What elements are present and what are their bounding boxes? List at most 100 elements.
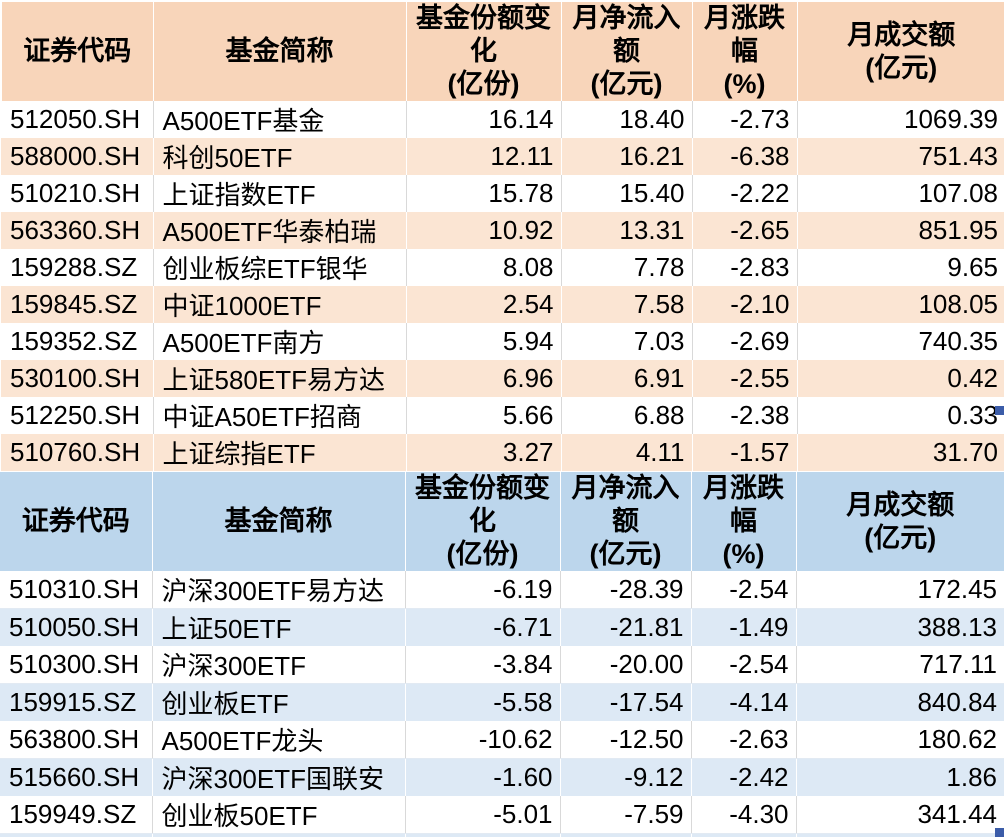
cell-monthly-turnover[interactable]: 851.95: [797, 212, 1004, 249]
cell-net-inflow[interactable]: -5.71: [560, 833, 692, 837]
cell-security-code[interactable]: 530100.SH: [1, 360, 154, 397]
cell-share-change[interactable]: -1.60: [405, 758, 561, 796]
cell-monthly-turnover[interactable]: 31.70: [797, 434, 1004, 471]
header-security-code[interactable]: 证券代码: [0, 472, 153, 571]
cell-net-inflow[interactable]: -28.39: [560, 571, 692, 609]
cell-monthly-turnover[interactable]: 1069.39: [797, 101, 1004, 138]
cell-share-change[interactable]: -4.80: [405, 833, 561, 837]
cell-security-code[interactable]: 159352.SZ: [1, 323, 154, 360]
cell-share-change[interactable]: -10.62: [405, 721, 561, 759]
cell-monthly-change[interactable]: -4.14: [691, 683, 797, 721]
cell-share-change[interactable]: 12.11: [406, 138, 562, 175]
cell-share-change[interactable]: 5.66: [406, 397, 562, 434]
cell-security-code[interactable]: 510310.SH: [0, 571, 153, 609]
cell-monthly-change[interactable]: -2.38: [692, 397, 798, 434]
header-monthly-turnover[interactable]: 月成交额 (亿元): [797, 0, 1004, 101]
cell-monthly-change[interactable]: -2.63: [691, 721, 797, 759]
cell-security-code[interactable]: 159288.SZ: [1, 249, 154, 286]
cell-share-change[interactable]: 16.14: [406, 101, 562, 138]
cell-security-code[interactable]: 159845.SZ: [1, 286, 154, 323]
cell-net-inflow[interactable]: -21.81: [560, 608, 692, 646]
cell-monthly-change[interactable]: -2.54: [691, 646, 797, 684]
cell-fund-name[interactable]: 上证综指ETF: [153, 434, 407, 471]
cell-fund-name[interactable]: 创业板综ETF银华: [153, 249, 407, 286]
cell-monthly-change[interactable]: -2.65: [692, 212, 798, 249]
cell-share-change[interactable]: 5.94: [406, 323, 562, 360]
cell-fund-name[interactable]: 沪深300ETF国联安: [152, 758, 406, 796]
cell-monthly-turnover[interactable]: 717.11: [796, 646, 1004, 684]
cell-security-code[interactable]: 159949.SZ: [0, 796, 153, 834]
cell-security-code[interactable]: 560530.SH: [0, 833, 153, 837]
cell-net-inflow[interactable]: -9.12: [560, 758, 692, 796]
cell-monthly-change[interactable]: -4.30: [691, 796, 797, 834]
cell-monthly-change[interactable]: -2.10: [692, 286, 798, 323]
cell-net-inflow[interactable]: -7.59: [560, 796, 692, 834]
cell-share-change[interactable]: -5.58: [405, 683, 561, 721]
header-monthly-change[interactable]: 月涨跌幅 (%): [692, 0, 798, 101]
cell-monthly-change[interactable]: -2.83: [692, 249, 798, 286]
cell-fund-name[interactable]: 沪深300ETF易方达: [152, 571, 406, 609]
cell-security-code[interactable]: 563800.SH: [0, 721, 153, 759]
cell-security-code[interactable]: 512050.SH: [1, 101, 154, 138]
cell-security-code[interactable]: 588000.SH: [1, 138, 154, 175]
cell-monthly-turnover[interactable]: 108.05: [797, 286, 1004, 323]
cell-monthly-turnover[interactable]: 107.08: [797, 175, 1004, 212]
cell-security-code[interactable]: 510300.SH: [0, 646, 153, 684]
cell-fund-name[interactable]: 上证指数ETF: [153, 175, 407, 212]
cell-monthly-turnover[interactable]: 740.35: [797, 323, 1004, 360]
cell-monthly-change[interactable]: -1.57: [692, 434, 798, 471]
cell-share-change[interactable]: 6.96: [406, 360, 562, 397]
cell-share-change[interactable]: -6.71: [405, 608, 561, 646]
cell-share-change[interactable]: -3.84: [405, 646, 561, 684]
cell-fund-name[interactable]: 创业板50ETF: [152, 796, 406, 834]
header-monthly-change[interactable]: 月涨跌幅 (%): [691, 472, 797, 571]
cell-share-change[interactable]: -6.19: [405, 571, 561, 609]
cell-monthly-change[interactable]: -2.69: [692, 323, 798, 360]
cell-net-inflow[interactable]: -20.00: [560, 646, 692, 684]
cell-monthly-change[interactable]: -6.38: [692, 138, 798, 175]
cell-monthly-turnover[interactable]: 0.33: [797, 397, 1004, 434]
cell-monthly-turnover[interactable]: 0.42: [797, 360, 1004, 397]
cell-net-inflow[interactable]: -17.54: [560, 683, 692, 721]
cell-monthly-turnover[interactable]: 341.44: [796, 796, 1004, 834]
cell-net-inflow[interactable]: 4.11: [561, 434, 693, 471]
cell-fund-name[interactable]: 沪深300ETF: [152, 646, 406, 684]
cell-security-code[interactable]: 510210.SH: [1, 175, 154, 212]
cell-net-inflow[interactable]: 7.78: [561, 249, 693, 286]
cell-net-inflow[interactable]: 6.88: [561, 397, 693, 434]
cell-monthly-change[interactable]: -2.22: [692, 175, 798, 212]
cell-security-code[interactable]: 510050.SH: [0, 608, 153, 646]
cell-net-inflow[interactable]: 7.58: [561, 286, 693, 323]
cell-share-change[interactable]: 15.78: [406, 175, 562, 212]
cell-net-inflow[interactable]: 13.31: [561, 212, 693, 249]
cell-monthly-turnover[interactable]: 388.13: [796, 608, 1004, 646]
cell-fund-name[interactable]: 科创50ETF: [153, 138, 407, 175]
cell-share-change[interactable]: -5.01: [405, 796, 561, 834]
cell-net-inflow[interactable]: 6.91: [561, 360, 693, 397]
cell-security-code[interactable]: 159915.SZ: [0, 683, 153, 721]
cell-monthly-turnover[interactable]: 172.45: [796, 571, 1004, 609]
cell-share-change[interactable]: 3.27: [406, 434, 562, 471]
header-security-code[interactable]: 证券代码: [0, 0, 154, 101]
cell-monthly-change[interactable]: -2.73: [692, 101, 798, 138]
cell-fund-name[interactable]: A500ETF基金: [153, 101, 407, 138]
cell-fund-name[interactable]: 中证A500ETF摩根: [152, 833, 406, 837]
cell-fund-name[interactable]: 上证580ETF易方达: [153, 360, 407, 397]
cell-monthly-change[interactable]: -2.55: [692, 360, 798, 397]
cell-net-inflow[interactable]: 15.40: [561, 175, 693, 212]
header-net-inflow[interactable]: 月净流入额 (亿元): [560, 472, 692, 571]
header-monthly-turnover[interactable]: 月成交额 (亿元): [796, 472, 1004, 571]
header-share-change[interactable]: 基金份额变化 (亿份): [405, 472, 561, 571]
cell-monthly-turnover[interactable]: 751.43: [797, 138, 1004, 175]
cell-net-inflow[interactable]: 16.21: [561, 138, 693, 175]
cell-monthly-turnover[interactable]: 9.65: [797, 249, 1004, 286]
cell-monthly-change[interactable]: -2.42: [691, 758, 797, 796]
cell-security-code[interactable]: 563360.SH: [1, 212, 154, 249]
cell-share-change[interactable]: 10.92: [406, 212, 562, 249]
cell-monthly-turnover[interactable]: 1.86: [796, 758, 1004, 796]
cell-fund-name[interactable]: 创业板ETF: [152, 683, 406, 721]
cell-net-inflow[interactable]: 18.40: [561, 101, 693, 138]
cell-security-code[interactable]: 515660.SH: [0, 758, 153, 796]
cell-fund-name[interactable]: A500ETF华泰柏瑞: [153, 212, 407, 249]
cell-fund-name[interactable]: 中证A50ETF招商: [153, 397, 407, 434]
